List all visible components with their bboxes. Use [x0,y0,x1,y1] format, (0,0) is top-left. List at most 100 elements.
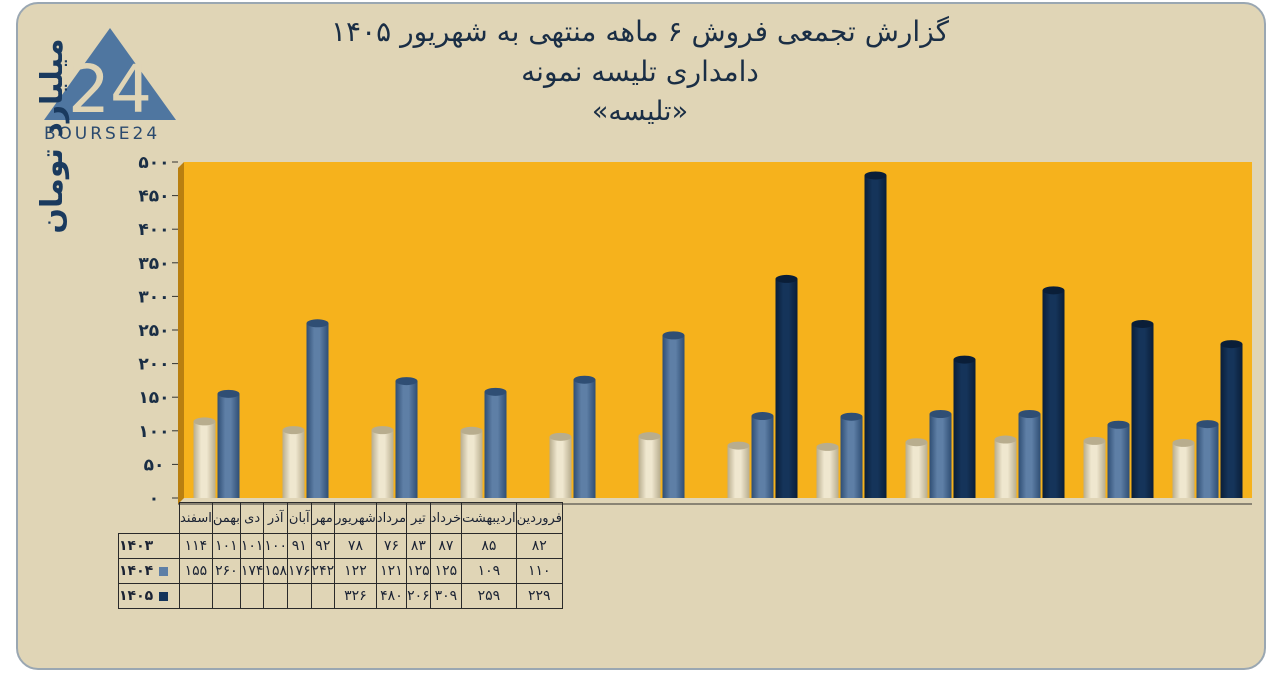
y-tick-label: ۵۰۰ [138,153,169,173]
value-cell: ۱۰۱ [239,533,265,559]
value-cell [211,583,241,609]
bar-۱۴۰۵ [1042,290,1065,498]
bar-cap [840,412,863,421]
bar-۱۴۰۵ [1220,344,1243,498]
data-table: فروردین اردیبهشت خرداد تیر مرداد شهریور … [118,502,563,609]
bar-cap [638,432,661,441]
title-line-3: «تلیسه» [591,96,689,127]
bar-cap [193,417,216,426]
month-cell: آذر [263,502,288,534]
bar-۱۴۰۵ [953,359,976,498]
bar-۱۴۰۳ [193,421,216,498]
logo-mark: 24 [68,51,152,128]
bar-۱۴۰۵ [864,175,887,498]
value-cell [239,583,265,609]
bar-cap [864,171,887,180]
series-label-1403: ۱۴۰۳ [118,533,180,559]
value-cell: ۱۲۲ [334,558,377,584]
month-cell: شهریور [334,502,377,534]
bar-cap [751,412,774,421]
y-tick-label: ۳۰۰ [138,287,169,307]
bar-cap [573,375,596,384]
bar-۱۴۰۴ [1018,414,1041,498]
series-name: ۱۴۰۴ [119,563,154,579]
title-line-1: گزارش تجمعی فروش ۶ ماهه منتهی به شهریور … [331,15,949,48]
bar-۱۴۰۴ [929,414,952,498]
bar-cap [1042,286,1065,295]
value-cell: ۱۵۵ [179,558,213,584]
bar-cap [1083,436,1106,445]
value-cell: ۲۵۹ [461,583,517,609]
bar-cap [905,438,928,447]
bar-۱۴۰۵ [775,278,798,498]
legend-swatch-1405 [159,591,169,601]
bar-۱۴۰۳ [994,439,1017,498]
value-cell: ۱۰۱ [211,533,241,559]
month-cell: تیر [406,502,431,534]
value-cell [286,583,312,609]
bar-۱۴۰۳ [549,436,572,498]
value-cell: ۸۷ [429,533,463,559]
month-cell: فروردین [515,502,563,534]
month-cell: اردیبهشت [461,502,517,534]
bar-۱۴۰۳ [638,436,661,498]
month-cell: مرداد [375,502,408,534]
bar-cap [816,442,839,451]
bar-cap [282,426,305,435]
value-cell: ۱۷۶ [286,558,312,584]
bar-cap [1131,319,1154,328]
bar-cap [1196,420,1219,429]
value-cell: ۱۷۴ [239,558,265,584]
bar-cap [460,426,483,435]
bar-cap [953,355,976,364]
value-cell: ۲۴۲ [310,558,336,584]
bar-۱۴۰۳ [282,430,305,498]
value-cell: ۳۰۹ [429,583,463,609]
value-cell: ۱۲۵ [429,558,463,584]
bar-۱۴۰۴ [840,416,863,498]
bourse24-logo: 24 [44,28,176,128]
y-tick-label: ۱۵۰ [138,388,169,408]
series-label-1405: ۱۴۰۵ [118,583,180,609]
bar-۱۴۰۵ [1131,323,1154,498]
bar-cap [371,426,394,435]
bar-cap [1018,410,1041,418]
month-cell: دی [239,502,265,534]
value-cell: ۸۲ [515,533,563,559]
value-cell: ۲۶۰ [211,558,241,584]
value-cell [263,583,288,609]
value-cell [310,583,336,609]
value-cell: ۱۰۰ [263,533,288,559]
bar-۱۴۰۳ [460,430,483,498]
y-tick-label: ۰ [149,489,159,509]
value-cell: ۱۱۴ [179,533,213,559]
series-label-1404: ۱۴۰۴ [118,558,180,584]
table-row-1405: ۲۲۹ ۲۵۹ ۳۰۹ ۲۰۶ ۴۸۰ ۳۲۶ ۱۴۰۵ [118,583,563,609]
chart-title: گزارش تجمعی فروش ۶ ماهه منتهی به شهریور … [280,12,1000,132]
bar-۱۴۰۳ [371,430,394,498]
bar-cap [1172,438,1195,447]
value-cell: ۹۲ [310,533,336,559]
bar-cap [994,435,1017,444]
bar-۱۴۰۴ [306,323,329,498]
y-tick-label: ۴۰۰ [138,220,169,240]
y-tick-label: ۲۰۰ [138,355,169,375]
plot-area [184,162,1252,498]
bar-۱۴۰۴ [1196,424,1219,498]
table-row-1403: ۸۲ ۸۵ ۸۷ ۸۳ ۷۶ ۷۸ ۹۲ ۹۱ ۱۰۰ ۱۰۱ ۱۰۱ ۱۱۴ … [118,533,563,559]
value-cell: ۸۵ [461,533,517,559]
month-cell: اسفند [179,502,213,534]
bar-cap [1107,420,1130,429]
month-cell: بهمن [211,502,241,534]
value-cell: ۷۸ [334,533,377,559]
bar-cap [484,387,507,396]
month-cell: آبان [286,502,312,534]
value-cell: ۱۱۰ [515,558,563,584]
bar-۱۴۰۴ [1107,424,1130,498]
bar-cap [662,331,685,340]
y-tick-label: ۱۰۰ [138,422,169,442]
table-month-row: فروردین اردیبهشت خرداد تیر مرداد شهریور … [119,502,563,534]
bar-cap [395,377,418,386]
value-cell: ۸۳ [406,533,431,559]
